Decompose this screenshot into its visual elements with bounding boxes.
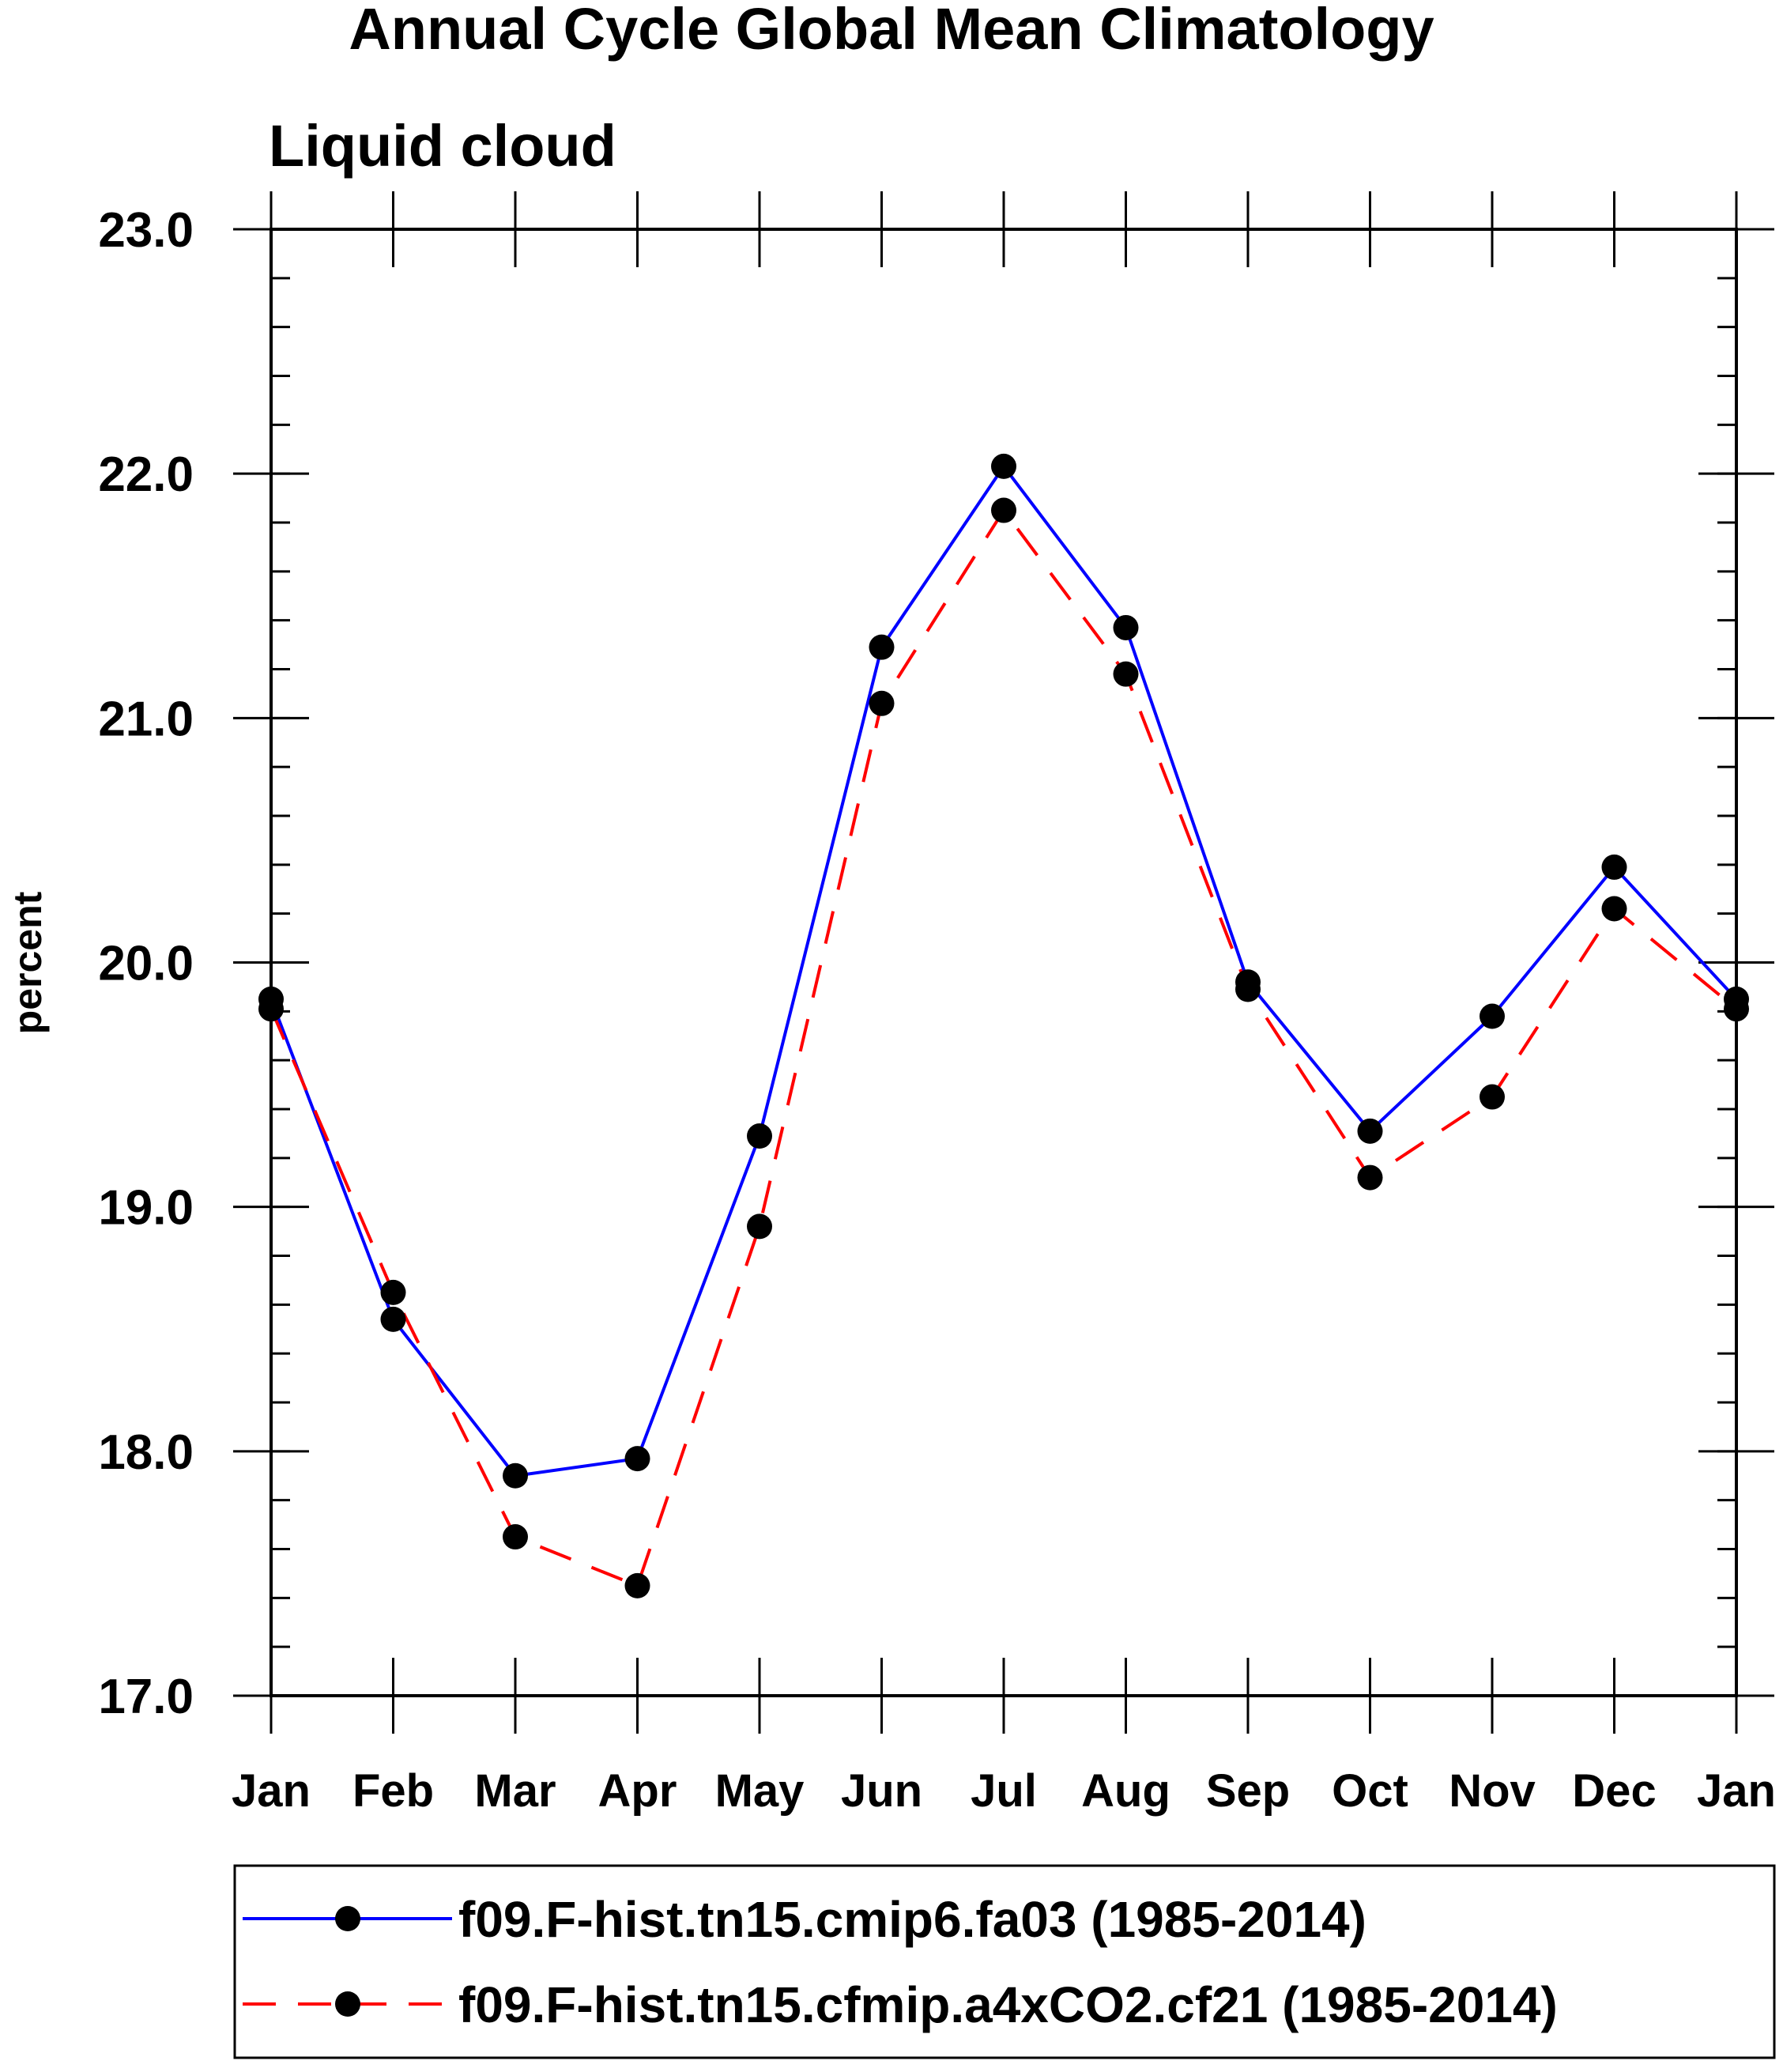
plot-frame (270, 228, 1738, 1697)
y-tick-label: 21.0 (98, 692, 194, 746)
legend: f09.F-hist.tn15.cmip6.fa03 (1985-2014) f… (233, 1864, 1776, 2059)
x-tick-label: Mar (474, 1765, 556, 1817)
data-point-series-2 (747, 1213, 772, 1240)
data-point-series-2 (1113, 661, 1139, 687)
x-tick-label: Aug (1081, 1765, 1170, 1817)
series-line-1 (270, 463, 1738, 1478)
data-point-series-1 (1357, 1118, 1383, 1144)
data-point-series-2 (624, 1572, 650, 1598)
legend-label-series-1: f09.F-hist.tn15.cmip6.fa03 (1985-2014) (458, 1891, 1366, 1948)
y-tick-label: 23.0 (98, 203, 194, 258)
x-tick-label: Feb (352, 1765, 434, 1817)
y-tick-label: 17.0 (98, 1670, 194, 1724)
data-point-series-2 (1357, 1164, 1383, 1191)
legend-marker-series-2 (335, 1991, 360, 2017)
series-line-2 (270, 507, 1738, 1588)
data-point-series-2 (380, 1279, 406, 1305)
data-point-series-2 (503, 1524, 528, 1550)
data-point-series-2 (1601, 896, 1627, 922)
x-tick-label: Jan (1697, 1765, 1776, 1817)
series-layer (258, 453, 1749, 1598)
legend-marker-series-1 (335, 1906, 360, 1931)
x-tick-label: Jun (841, 1765, 922, 1817)
data-point-series-2 (991, 497, 1016, 523)
data-point-series-1 (869, 634, 895, 660)
legend-box (233, 1864, 1776, 2059)
y-tick-label: 20.0 (98, 937, 194, 991)
major-ticks (233, 191, 1774, 1734)
y-tick-labels: 17.0 18.0 19.0 20.0 21.0 22.0 23.0 (98, 203, 194, 1724)
x-tick-label: Apr (598, 1765, 677, 1817)
legend-label-series-2: f09.F-hist.tn15.cfmip.a4xCO2.cf21 (1985-… (458, 1976, 1558, 2033)
data-point-series-2 (1235, 976, 1261, 1002)
x-tick-label: Nov (1449, 1765, 1536, 1817)
y-tick-label: 18.0 (98, 1425, 194, 1480)
data-point-series-1 (380, 1306, 406, 1332)
x-tick-label: Jul (971, 1765, 1037, 1817)
data-point-series-2 (1480, 1084, 1505, 1110)
x-tick-label: May (715, 1765, 805, 1817)
data-point-series-1 (991, 453, 1016, 479)
data-point-series-1 (1601, 854, 1627, 880)
data-point-series-1 (1113, 614, 1139, 640)
chart-title: Annual Cycle Global Mean Climatology (349, 0, 1434, 62)
data-point-series-2 (869, 690, 895, 716)
y-axis-label: percent (6, 891, 50, 1034)
y-tick-label: 22.0 (98, 447, 194, 502)
minor-ticks (271, 228, 1736, 1697)
chart-subtitle: Liquid cloud (269, 113, 616, 179)
data-point-series-1 (503, 1462, 528, 1489)
data-point-series-1 (747, 1123, 772, 1149)
x-tick-label: Jan (232, 1765, 311, 1817)
x-tick-label: Sep (1206, 1765, 1290, 1817)
x-tick-label: Oct (1332, 1765, 1408, 1817)
data-point-series-1 (1480, 1003, 1505, 1029)
x-tick-labels: Jan Feb Mar Apr May Jun Jul Aug Sep Oct Nov Dec Jan (232, 1765, 1776, 1817)
x-tick-label: Dec (1572, 1765, 1656, 1817)
y-tick-label: 19.0 (98, 1181, 194, 1236)
data-point-series-1 (624, 1446, 650, 1472)
